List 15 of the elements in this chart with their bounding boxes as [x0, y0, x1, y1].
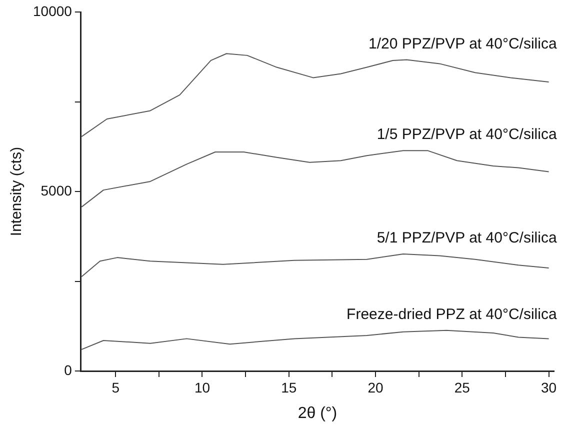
x-tick-label: 20 [368, 379, 384, 396]
series-label: 1/20 PPZ/PVP at 40°C/silica [368, 35, 558, 52]
series-label: 1/5 PPZ/PVP at 40°C/silica [376, 126, 558, 144]
x-tick-label: 10 [194, 379, 210, 396]
x-tick-label: 30 [541, 379, 557, 396]
y-axis-title: Intensity (cts) [8, 146, 26, 236]
series-label: 5/1 PPZ/PVP at 40°C/silica [376, 230, 558, 247]
series-label: Freeze-dried PPZ at 40°C/silica [346, 306, 558, 324]
y-tick-label: 0 [64, 362, 72, 378]
x-tick-label: 5 [112, 379, 120, 396]
y-tick-label: 5000 [40, 182, 72, 198]
x-tick-label: 25 [454, 379, 470, 396]
x-tick-label: 15 [281, 379, 297, 396]
y-tick-label: 10000 [32, 2, 72, 19]
x-axis-title: 2θ (°) [298, 404, 338, 422]
